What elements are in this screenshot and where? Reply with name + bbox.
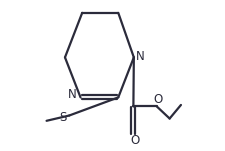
Text: N: N: [135, 50, 144, 63]
Text: O: O: [130, 134, 139, 147]
Text: N: N: [67, 88, 76, 101]
Text: S: S: [59, 111, 67, 124]
Text: O: O: [152, 93, 162, 106]
